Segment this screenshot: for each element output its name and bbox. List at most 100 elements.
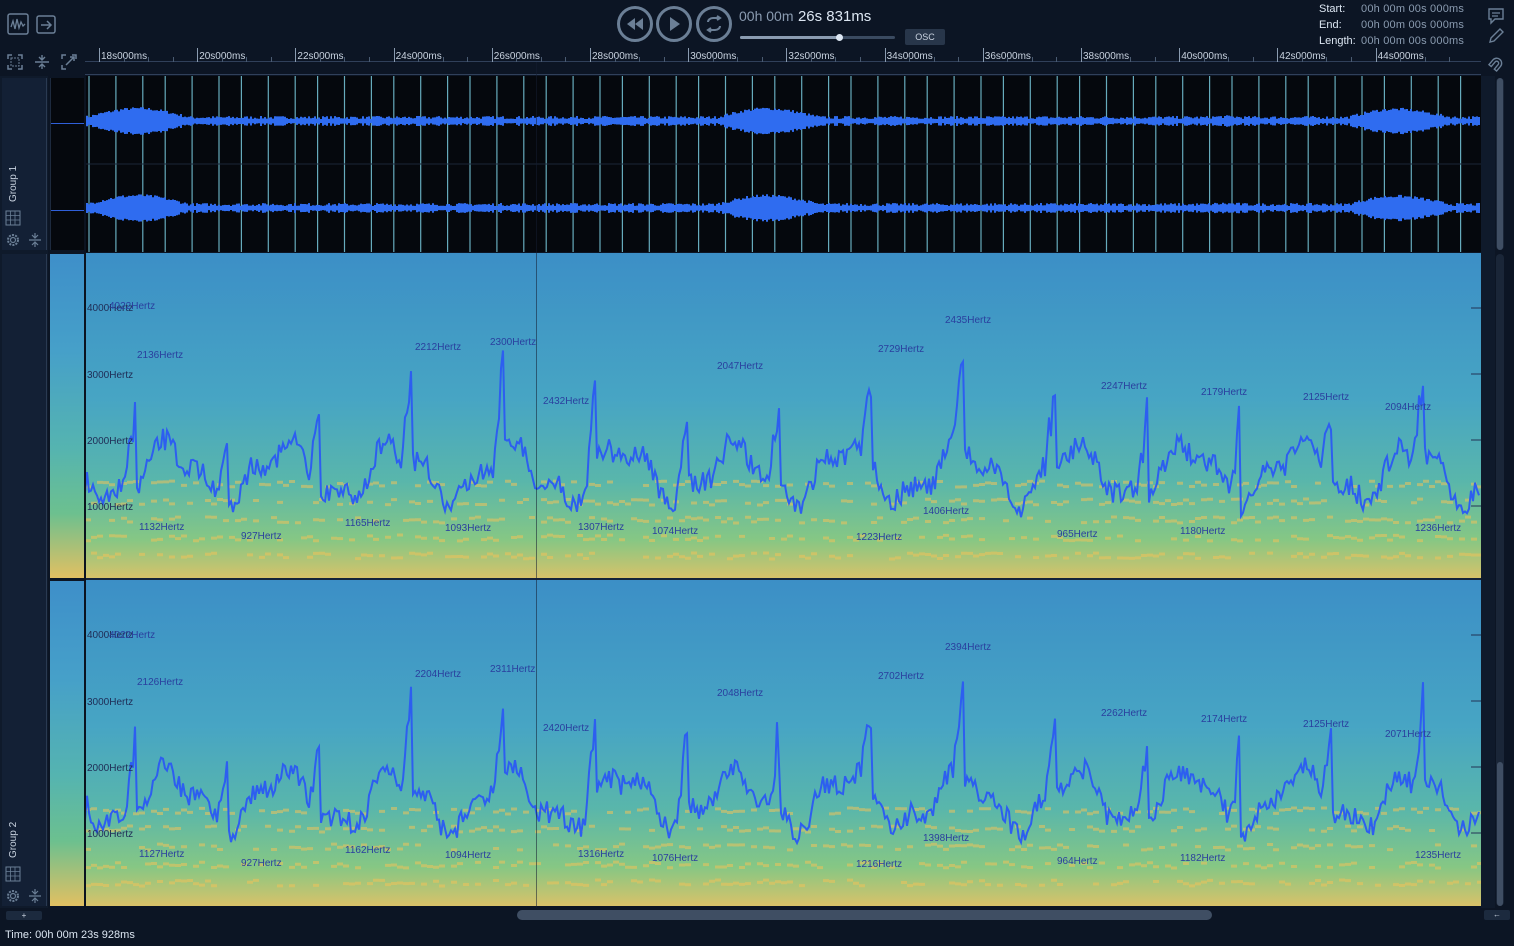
ruler-tick-label: 40s000ms [1181, 51, 1227, 62]
ruler-minor-tick [639, 57, 640, 62]
waveform-channel [85, 194, 1480, 222]
ruler-tick-label: 28s000ms [592, 51, 638, 62]
collapse-icon[interactable] [28, 48, 56, 76]
pitch-trough-label: 1162Hertz [345, 845, 391, 856]
pitch-peak-label: 2047Hertz [717, 361, 764, 372]
time-ruler[interactable]: 18s000ms 20s000ms 22s000ms 24s000ms 26s000ms… [85, 48, 1481, 75]
axis-label-4000: 4000Hertz [87, 630, 134, 641]
settings-gear-icon[interactable] [5, 888, 21, 909]
ruler-tick [295, 48, 297, 62]
spectrogram-track-1[interactable]: 4000Hertz 4022Hertz 3000Hertz 2000Hertz … [85, 253, 1481, 579]
rewind-button[interactable] [617, 6, 653, 42]
length-value[interactable]: 00h 00m 00s 000ms [1361, 35, 1465, 47]
pitch-trough-label: 1165Hertz [345, 518, 391, 529]
zoom-slider-handle[interactable] [836, 34, 843, 41]
ruler-minor-tick [1130, 57, 1131, 62]
rewind-icon [627, 18, 643, 30]
pitch-trough-label: 1406Hertz [923, 506, 970, 517]
start-value[interactable]: 00h 00m 00s 000ms [1361, 3, 1465, 15]
ruler-tick [1375, 48, 1377, 62]
vertical-scrollbar-group-1[interactable] [1496, 78, 1504, 250]
ruler-minor-tick [1350, 57, 1352, 62]
horizontal-scrollbar-thumb[interactable] [517, 910, 1212, 920]
start-label: Start: [1319, 3, 1346, 15]
play-button[interactable] [656, 6, 692, 42]
cursor-line[interactable] [536, 62, 537, 908]
pitch-peak-label: 2262Hertz [1101, 708, 1148, 719]
pitch-peak-label: 2247Hertz [1101, 381, 1148, 392]
pitch-peak-label: 2179Hertz [1201, 387, 1248, 398]
pitch-trough-label: 1094Hertz [445, 850, 492, 861]
settings-gear-icon[interactable] [5, 232, 21, 253]
pitch-peak-label: 2048Hertz [717, 688, 764, 699]
ruler-minor-tick [1056, 57, 1058, 62]
osc-button[interactable]: OSC [905, 29, 945, 45]
comment-icon[interactable] [1482, 2, 1510, 30]
pitch-trough-label: 927Hertz [241, 531, 282, 542]
axis-label-3000: 3000Hertz [87, 697, 134, 708]
play-icon [670, 17, 680, 31]
pitch-trough-label: 1236Hertz [1415, 523, 1462, 534]
ruler-tick-label: 36s000ms [985, 51, 1031, 62]
spectrogram-1-colorscale [50, 254, 84, 578]
ruler-minor-tick [663, 57, 665, 62]
pitch-peak-label: 2094Hertz [1385, 402, 1432, 413]
ruler-minor-tick [712, 57, 714, 62]
ruler-tick-label: 26s000ms [494, 51, 540, 62]
end-value[interactable]: 00h 00m 00s 000ms [1361, 19, 1465, 31]
collapse-track-icon[interactable] [28, 888, 42, 909]
ruler-tick [786, 48, 788, 62]
pitch-trough-label: 1127Hertz [139, 849, 185, 860]
add-track-area: + [0, 908, 48, 922]
pitch-contour [85, 350, 1480, 520]
waveform-track[interactable] [85, 76, 1481, 252]
loop-button[interactable] [696, 6, 732, 42]
time-hours-minutes: 00h 00m [739, 8, 794, 24]
ruler-tick [982, 48, 984, 62]
collapse-track-icon[interactable] [28, 232, 42, 253]
pencil-icon[interactable] [1482, 22, 1510, 50]
pitch-trough-label: 1398Hertz [923, 833, 970, 844]
group-1-tab[interactable]: Group 1 [2, 78, 47, 250]
ruler-tick [1277, 48, 1279, 62]
axis-label-1000: 1000Hertz [87, 502, 134, 513]
axis-label-4000: 4000Hertz [87, 303, 134, 314]
add-track-button[interactable]: + [6, 911, 42, 920]
ruler-tick [99, 48, 100, 62]
group-2-tab[interactable]: Group 2 [2, 254, 47, 906]
zoom-selection-icon[interactable] [56, 48, 84, 76]
grid-icon[interactable] [5, 210, 21, 231]
grid-icon[interactable] [5, 866, 21, 887]
ruler-tick-label: 38s000ms [1083, 51, 1129, 62]
axis-label-overlap: 4022Hertz [109, 630, 156, 641]
spectrogram-track-2[interactable]: 4000Hertz 4022Hertz 3000Hertz 2000Hertz … [85, 580, 1481, 906]
group-1-label: Group 1 [8, 165, 19, 202]
ruler-minor-tick [1301, 57, 1303, 62]
pitch-trough-label: 1132Hertz [139, 522, 185, 533]
pitch-peak-label: 2432Hertz [543, 396, 590, 407]
ruler-minor-tick [761, 57, 763, 62]
fit-view-icon[interactable] [1, 48, 29, 76]
axis-label-1000: 1000Hertz [87, 829, 134, 840]
ruler-tick-label: 44s000ms [1378, 51, 1424, 62]
pitch-trough-label: 1180Hertz [1180, 526, 1226, 537]
ruler-tick-label: 24s000ms [396, 51, 442, 62]
pitch-peak-label: 2212Hertz [415, 342, 462, 353]
ruler-minor-tick [1007, 57, 1009, 62]
ruler-tick-label: 18s000ms [101, 51, 147, 62]
pitch-peak-label: 2702Hertz [878, 671, 925, 682]
scroll-end-button[interactable]: ← [1484, 910, 1510, 920]
pitch-trough-label: 965Hertz [1057, 529, 1098, 540]
loop-icon [706, 15, 722, 33]
magnet-icon[interactable] [1482, 50, 1510, 78]
ruler-tick [688, 48, 690, 62]
vertical-scrollbar-group-2[interactable] [1496, 254, 1504, 906]
ruler-tick [197, 48, 199, 62]
export-icon[interactable] [32, 10, 60, 38]
ruler-minor-tick [614, 57, 616, 62]
ruler-tick [1179, 48, 1181, 62]
ruler-minor-tick [565, 57, 567, 62]
waveform-view-icon[interactable] [4, 10, 32, 38]
ruler-tick-label: 32s000ms [788, 51, 834, 62]
ruler-minor-tick [835, 57, 837, 62]
